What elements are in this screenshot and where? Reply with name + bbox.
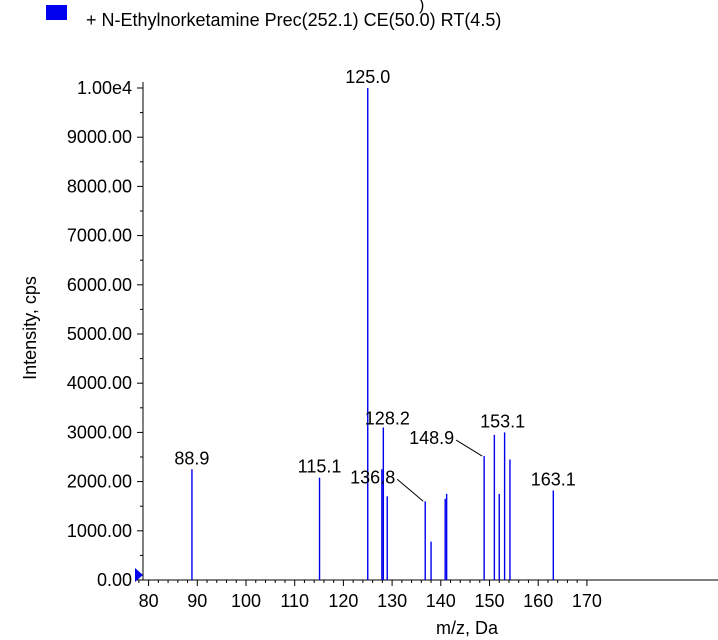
x-tick-label: 90: [187, 591, 207, 611]
annotation-leader: [455, 439, 483, 457]
x-tick-label: 130: [377, 591, 407, 611]
y-tick-label: 1000.00: [67, 521, 132, 541]
annotation-leader: [396, 478, 424, 502]
x-axis-title: m/z, Da: [436, 618, 499, 638]
y-tick-label: 1.00e4: [77, 78, 132, 98]
y-axis-title: Intensity, cps: [20, 276, 40, 380]
legend-top-fragment: ): [419, 0, 424, 14]
x-tick-label: 150: [474, 591, 504, 611]
baseline-marker-icon: [135, 568, 143, 582]
y-tick-label: 4000.00: [67, 373, 132, 393]
legend-swatch: [46, 5, 67, 20]
x-tick-label: 80: [139, 591, 159, 611]
peak-annotations: 88.9 115.1 125.0 128.2 136.8 148.9 153.1 163.1: [174, 67, 576, 502]
peak-label: 163.1: [531, 469, 576, 489]
x-tick-label: 170: [572, 591, 602, 611]
y-tick-label: 0.00: [97, 570, 132, 590]
peak-label: 148.9: [409, 428, 454, 448]
peak-series: [191, 88, 554, 580]
y-tick-label: 6000.00: [67, 275, 132, 295]
x-tick-label: 110: [280, 591, 309, 611]
peak-label: 115.1: [298, 457, 342, 477]
legend-label: + N-Ethylnorketamine Prec(252.1) CE(50.0…: [86, 10, 501, 30]
peak-label: 88.9: [174, 448, 209, 468]
y-tick-label: 7000.00: [67, 226, 132, 246]
x-tick-label: 100: [231, 591, 261, 611]
peak-label: 153.1: [480, 411, 525, 431]
y-tick-label: 9000.00: [67, 127, 132, 147]
peak-label: 128.2: [365, 408, 410, 428]
y-tick-label: 8000.00: [67, 176, 132, 196]
x-tick-label: 120: [328, 591, 358, 611]
y-tick-label: 2000.00: [67, 472, 132, 492]
y-tick-label: 5000.00: [67, 324, 132, 344]
peak-label: 136.8: [350, 467, 395, 487]
x-axis-ticks: 80 90 100 110 120 130 140 150 160 170: [138, 580, 602, 611]
x-tick-label: 140: [426, 591, 456, 611]
y-tick-label: 3000.00: [67, 422, 132, 442]
peak-label: 125.0: [345, 67, 390, 87]
y-axis-ticks: 0.00 1000.00 2000.00 3000.00 4000.00 5000.00 6…: [67, 78, 143, 590]
x-tick-label: 160: [523, 591, 553, 611]
